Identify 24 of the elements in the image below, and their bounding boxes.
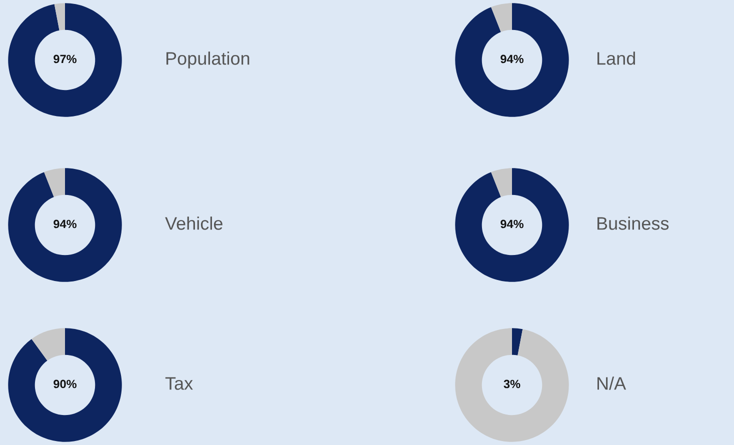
- donut-slice: [8, 3, 122, 117]
- donut-slice: [491, 3, 512, 32]
- text: 90%: [54, 380, 77, 388]
- donut-slice: [512, 328, 523, 356]
- text: 94%: [500, 54, 524, 64]
- donut-slice: [32, 328, 65, 361]
- text: 94%: [500, 220, 524, 228]
- text: 3%: [504, 380, 520, 388]
- text: Land: [597, 52, 636, 65]
- text: 94%: [54, 220, 77, 228]
- donut-slice: [491, 168, 512, 197]
- text: Population: [166, 52, 250, 68]
- donut-slice: [455, 328, 569, 442]
- text: Vehicle: [165, 216, 222, 230]
- donut-slice: [8, 168, 122, 282]
- donut-slice: [44, 168, 65, 197]
- donut-slice: [54, 3, 65, 30]
- text: 97%: [54, 54, 77, 64]
- text: N/A: [597, 376, 626, 390]
- text: Tax: [165, 377, 193, 390]
- donut-slice: [455, 3, 569, 117]
- donut-slice: [8, 328, 122, 442]
- text: Business: [597, 216, 669, 230]
- donut-slice: [455, 168, 569, 282]
